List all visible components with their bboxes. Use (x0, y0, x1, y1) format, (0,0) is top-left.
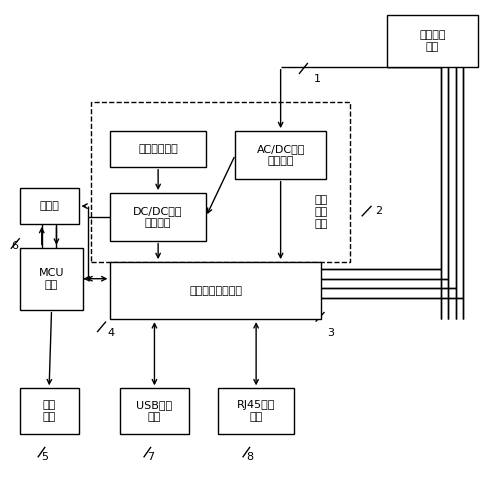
Text: 3: 3 (328, 329, 334, 338)
Text: 7: 7 (148, 452, 154, 462)
FancyBboxPatch shape (110, 262, 321, 319)
Text: AC/DC电源
转换单元: AC/DC电源 转换单元 (256, 144, 305, 166)
Text: 电源
接口
单元: 电源 接口 单元 (314, 195, 328, 228)
Text: 显示屏: 显示屏 (39, 201, 59, 211)
Text: 6: 6 (11, 242, 18, 251)
FancyBboxPatch shape (20, 188, 78, 224)
Text: 按键
单元: 按键 单元 (42, 400, 56, 422)
FancyBboxPatch shape (20, 388, 78, 434)
FancyBboxPatch shape (110, 131, 206, 167)
FancyBboxPatch shape (110, 193, 206, 241)
Text: 载波检测控制单元: 载波检测控制单元 (189, 286, 242, 295)
FancyBboxPatch shape (387, 16, 478, 67)
Text: DC/DC电源
转换单元: DC/DC电源 转换单元 (134, 206, 183, 227)
Text: 1: 1 (314, 74, 320, 84)
FancyBboxPatch shape (236, 131, 326, 179)
Text: 8: 8 (246, 452, 254, 462)
Text: 直流电源接口: 直流电源接口 (138, 144, 178, 154)
Text: 三相电网
接口: 三相电网 接口 (420, 30, 446, 52)
FancyBboxPatch shape (218, 388, 294, 434)
Text: RJ45网口
电路: RJ45网口 电路 (237, 400, 276, 422)
Text: 4: 4 (108, 329, 115, 338)
Text: USB接口
电路: USB接口 电路 (136, 400, 172, 422)
Text: MCU
单元: MCU 单元 (39, 268, 64, 290)
Text: 5: 5 (42, 452, 48, 462)
FancyBboxPatch shape (120, 388, 189, 434)
Text: 2: 2 (376, 206, 382, 216)
FancyBboxPatch shape (20, 248, 84, 310)
